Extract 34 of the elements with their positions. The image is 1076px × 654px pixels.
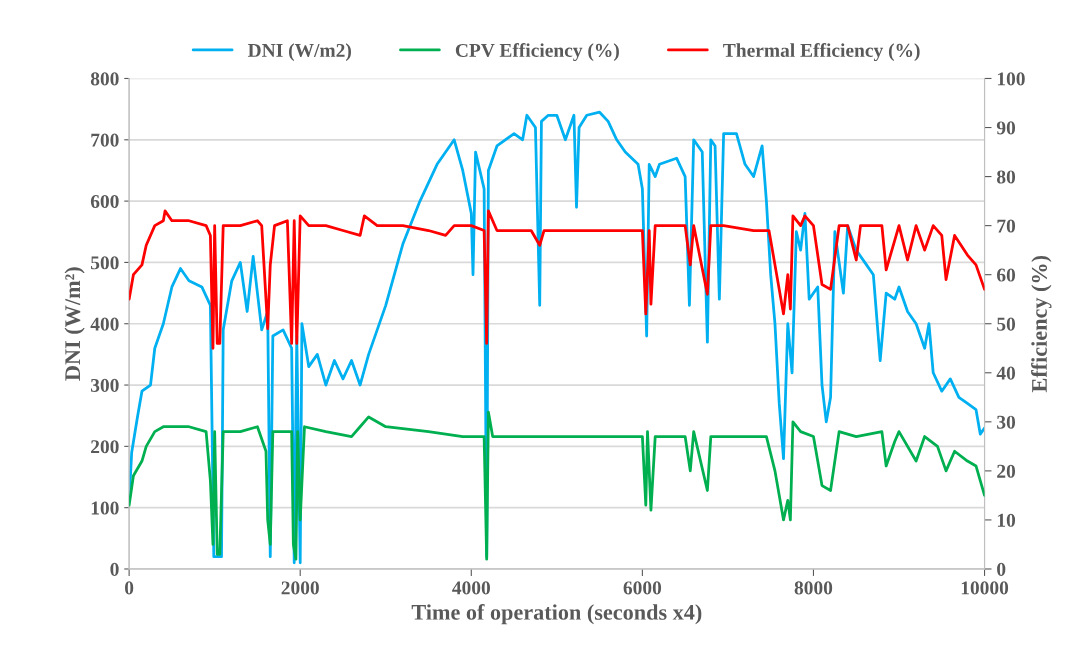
y2-tick-label: 80 bbox=[996, 170, 1016, 184]
x-tick-label: 0 bbox=[125, 581, 134, 595]
x-axis-title: Time of operation (seconds x4) bbox=[411, 603, 702, 625]
line-series bbox=[129, 209, 985, 350]
y-tick-label: 800 bbox=[90, 72, 119, 86]
y-tick-label: 300 bbox=[90, 378, 119, 392]
line-series bbox=[129, 410, 985, 561]
y2-tick-label: 20 bbox=[997, 464, 1016, 478]
x-tick-label: 4000 bbox=[452, 581, 490, 595]
y2-tick-label: 0 bbox=[997, 562, 1006, 576]
y2-tick-label: 60 bbox=[997, 268, 1016, 282]
x-tick-label: 10000 bbox=[961, 581, 1009, 595]
y-tick-label: 0 bbox=[110, 562, 119, 576]
y2-axis-title: Efficiency (%) bbox=[1031, 255, 1052, 393]
x-tick-label: 2000 bbox=[281, 581, 319, 595]
y2-tick-label: 90 bbox=[996, 121, 1016, 135]
x-tick-label: 6000 bbox=[623, 581, 662, 595]
legend-label: CPV Efficiency (%) bbox=[455, 43, 619, 61]
x-tick-label: 8000 bbox=[794, 581, 833, 595]
y2-tick-label: 70 bbox=[997, 219, 1016, 233]
y2-tick-label: 30 bbox=[997, 415, 1016, 429]
y-tick-label: 700 bbox=[91, 133, 119, 147]
y-tick-label: 200 bbox=[91, 440, 119, 454]
y2-tick-label: 10 bbox=[997, 513, 1016, 527]
legend-label: DNI (W/m2) bbox=[247, 43, 351, 61]
y-tick-label: 500 bbox=[91, 256, 119, 270]
y-axis-title: DNI (W/m²) bbox=[64, 267, 85, 381]
y2-tick-label: 40 bbox=[996, 366, 1016, 380]
y-tick-label: 400 bbox=[90, 317, 119, 331]
y-tick-label: 100 bbox=[91, 501, 119, 515]
y-tick-label: 600 bbox=[90, 194, 119, 209]
y2-tick-label: 50 bbox=[997, 317, 1016, 331]
y2-tick-label: 100 bbox=[997, 72, 1025, 86]
legend-label: Thermal Efficiency (%) bbox=[723, 43, 920, 61]
